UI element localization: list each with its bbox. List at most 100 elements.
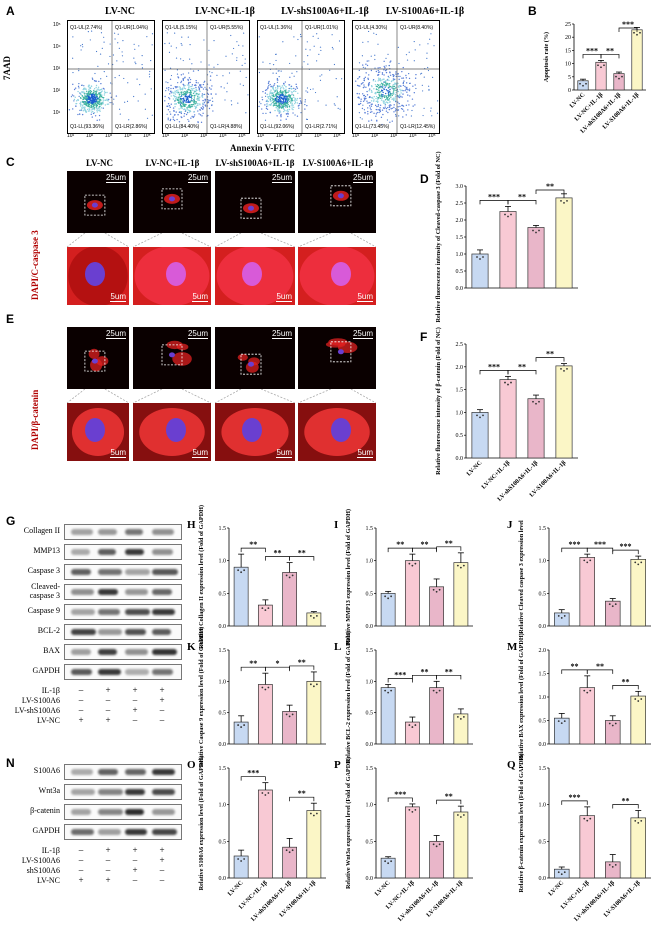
flow-event xyxy=(174,100,176,102)
flow-event xyxy=(413,91,416,94)
y-tick-label: 1.5 xyxy=(219,766,227,772)
flow-event xyxy=(358,112,361,114)
flow-event xyxy=(306,87,309,89)
data-point xyxy=(456,814,459,816)
quadrant-ll: Q1-LL(84.40%) xyxy=(165,124,200,130)
flow-event xyxy=(195,106,198,108)
flow-event xyxy=(97,99,99,101)
flow-event xyxy=(196,104,199,106)
zoom-box xyxy=(240,197,262,219)
zoom-connector xyxy=(66,388,130,404)
flow-event xyxy=(389,88,391,91)
flow-event xyxy=(91,77,93,79)
flow-event xyxy=(291,91,293,94)
flow-event xyxy=(373,95,375,98)
flow-event xyxy=(304,99,307,101)
flow-event xyxy=(298,104,300,107)
flow-event xyxy=(100,99,102,102)
flow-event xyxy=(300,101,302,103)
panel-label-c: C xyxy=(6,155,15,169)
nucleus xyxy=(337,193,344,199)
data-point xyxy=(390,860,393,863)
flow-event xyxy=(83,96,85,98)
flow-event xyxy=(270,85,272,87)
flow-event xyxy=(319,75,321,77)
flow-event xyxy=(385,57,387,59)
flow-event xyxy=(188,89,190,91)
flow-event xyxy=(185,101,187,103)
treatment-label: IL-1β xyxy=(41,686,60,695)
flow-event xyxy=(391,87,393,89)
nucleus xyxy=(85,418,105,442)
flow-event xyxy=(203,93,206,96)
flow-event xyxy=(395,82,397,85)
scale-bar-top: 25um xyxy=(187,329,208,339)
flow-event xyxy=(276,97,278,100)
flow-event xyxy=(141,63,143,66)
flow-x-tick: 10² xyxy=(86,133,94,139)
flow-event xyxy=(103,41,105,43)
flow-event xyxy=(395,113,397,116)
flow-event xyxy=(362,66,364,68)
flow-event xyxy=(182,77,184,80)
flow-event xyxy=(180,106,183,108)
flow-event xyxy=(72,57,74,59)
flow-event xyxy=(198,89,200,91)
micro-c-title-3: LV-shS100A6+IL-1β xyxy=(215,158,295,168)
data-point xyxy=(535,231,537,234)
flow-event xyxy=(124,101,126,103)
flow-event xyxy=(78,82,80,85)
cell xyxy=(172,352,192,366)
flow-event xyxy=(404,89,406,92)
flow-event xyxy=(278,112,280,114)
flow-event xyxy=(183,112,186,115)
treatment-label: IL-1β xyxy=(41,846,60,855)
flow-event xyxy=(292,90,295,93)
flow-event xyxy=(372,100,375,102)
bar xyxy=(579,557,595,627)
data-point xyxy=(288,576,291,579)
flow-event xyxy=(112,63,114,66)
flow-event xyxy=(369,101,371,104)
flow-event xyxy=(164,95,166,98)
flow-event xyxy=(189,109,191,112)
flow-event xyxy=(191,85,193,88)
flow-event xyxy=(178,121,181,123)
flow-event xyxy=(300,102,302,105)
treatment-label: LV-shS100A6 xyxy=(14,706,60,715)
flow-event xyxy=(85,90,88,92)
flow-event xyxy=(187,97,189,100)
data-point xyxy=(309,683,312,686)
flow-event xyxy=(318,53,320,56)
blot-band xyxy=(152,589,173,595)
flow-event xyxy=(297,92,299,94)
blot-label: Cleaved- caspase 3 xyxy=(29,582,60,600)
flow-event xyxy=(266,103,268,105)
flow-event xyxy=(150,59,152,62)
flow-event xyxy=(286,110,288,112)
flow-event xyxy=(79,103,82,105)
flow-event xyxy=(186,84,189,86)
flow-event xyxy=(244,62,246,64)
y-tick-label: 1.5 xyxy=(219,648,227,654)
flow-event xyxy=(195,98,198,100)
flow-event xyxy=(190,93,192,95)
flow-event xyxy=(388,108,390,111)
flow-event xyxy=(428,85,430,87)
flow-event xyxy=(395,75,397,78)
flow-event xyxy=(123,77,125,80)
data-point xyxy=(285,849,288,852)
flow-event xyxy=(106,91,108,94)
flow-event xyxy=(85,102,87,104)
flow-event xyxy=(183,87,186,90)
flow-event xyxy=(195,88,197,91)
flow-x-tick: 10⁴ xyxy=(124,133,132,139)
flow-event xyxy=(289,97,291,99)
flow-event xyxy=(287,110,289,113)
flow-event xyxy=(306,91,309,93)
data-point xyxy=(538,229,540,232)
flow-event xyxy=(195,86,197,89)
significance-label: *** xyxy=(394,670,406,679)
flow-event xyxy=(114,77,116,79)
flow-event xyxy=(280,113,282,116)
